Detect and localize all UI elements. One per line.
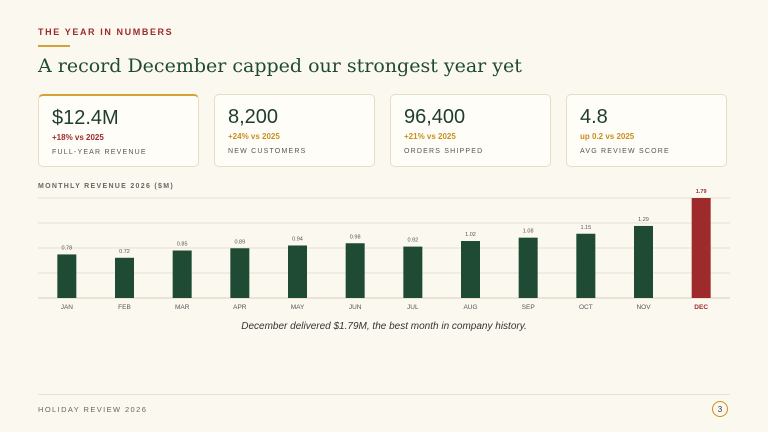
x-tick-label: JUN (349, 304, 362, 311)
kpi-label: NEW CUSTOMERS (228, 148, 307, 155)
page-number: 3 (712, 401, 728, 417)
kpi-value: 4.8 (580, 106, 608, 128)
bar-value-label: 1.79 (696, 189, 707, 195)
footer-divider (38, 394, 730, 395)
bar-apr (230, 248, 250, 298)
kpi-card-customers[interactable]: 8,200 +24% vs 2025 NEW CUSTOMERS (214, 94, 375, 167)
kpi-delta: +21% vs 2025 (404, 132, 456, 141)
x-tick-label: NOV (636, 304, 651, 311)
chart-title: MONTHLY REVENUE 2026 ($M) (38, 183, 174, 190)
kpi-value: $12.4M (52, 107, 119, 129)
kpi-label: FULL-YEAR REVENUE (52, 149, 147, 156)
bar-value-label: 0.72 (119, 249, 130, 255)
kpi-delta: up 0.2 vs 2025 (580, 132, 635, 141)
x-tick-label: DEC (694, 304, 708, 311)
bar-value-label: 0.89 (234, 239, 245, 245)
x-tick-label: AUG (463, 304, 477, 311)
x-tick-label: JAN (61, 304, 74, 311)
footer-label: HOLIDAY REVIEW 2026 (38, 405, 148, 414)
bar-sep (518, 237, 538, 298)
x-tick-label: MAR (175, 304, 190, 311)
bar-oct (576, 233, 596, 298)
bar-feb (115, 257, 134, 298)
bar-value-label: 0.94 (292, 236, 303, 242)
x-tick-label: JUL (407, 304, 419, 311)
kpi-value: 8,200 (228, 106, 279, 128)
chart-caption: December delivered $1.79M, the best mont… (241, 321, 527, 332)
bar-value-label: 0.85 (177, 242, 188, 248)
bar-jul (403, 246, 423, 298)
kpi-label: ORDERS SHIPPED (404, 148, 484, 155)
revenue-bar-chart: 0.78 JAN 0.72 FEB 0.85 MAR 0.89 APR 0.94 MAY 0.98 J… (38, 189, 730, 311)
bar-value-label: 1.08 (523, 229, 534, 235)
bar-mar (172, 250, 192, 298)
bar-value-label: 0.78 (61, 245, 72, 251)
kpi-delta: +24% vs 2025 (228, 132, 280, 141)
eyebrow-label: THE YEAR IN NUMBERS (38, 27, 174, 37)
kpi-label: AVG REVIEW SCORE (580, 148, 670, 155)
kpi-card-orders[interactable]: 96,400 +21% vs 2025 ORDERS SHIPPED (390, 94, 551, 167)
kpi-delta: +18% vs 2025 (52, 133, 104, 142)
x-tick-label: APR (233, 304, 247, 311)
slide-title: A record December capped our strongest y… (38, 55, 522, 77)
kpi-card-reviews[interactable]: 4.8 up 0.2 vs 2025 AVG REVIEW SCORE (566, 94, 727, 167)
bar-value-label: 1.29 (638, 217, 649, 223)
bar-jun (345, 243, 365, 298)
bar-nov (634, 225, 653, 298)
bar-jan (57, 254, 77, 298)
bar-may (288, 245, 307, 298)
accent-rule (38, 45, 70, 47)
bar-value-label: 0.92 (407, 238, 418, 244)
bar-value-label: 1.15 (580, 225, 591, 231)
bar-value-label: 1.02 (465, 232, 476, 238)
kpi-value: 96,400 (404, 106, 466, 128)
bar-value-label: 0.98 (350, 234, 361, 240)
bar-dec (691, 198, 711, 298)
x-tick-label: OCT (579, 304, 593, 311)
x-tick-label: SEP (522, 304, 535, 311)
x-tick-label: FEB (118, 304, 131, 311)
x-tick-label: MAY (291, 304, 305, 311)
bar-aug (461, 241, 480, 298)
kpi-card-revenue[interactable]: $12.4M +18% vs 2025 FULL-YEAR REVENUE (38, 94, 199, 167)
